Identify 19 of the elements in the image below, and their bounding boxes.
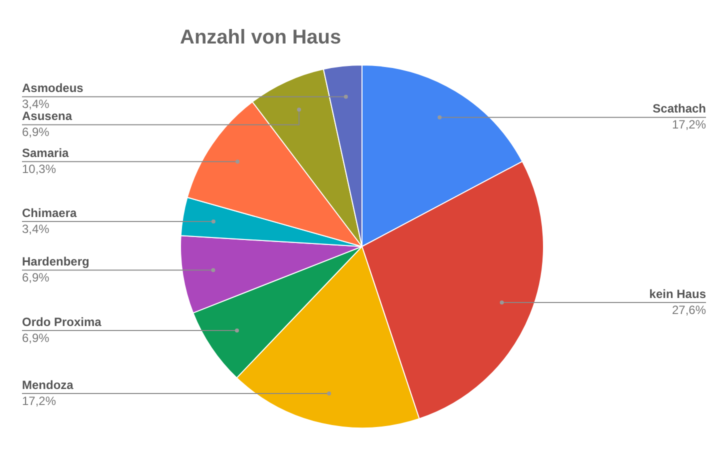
slice-label: Samaria: [22, 146, 70, 160]
data-label: 6,9%: [22, 330, 50, 345]
slice-label: Chimaera: [22, 206, 78, 220]
data-label: 3,4%: [22, 97, 50, 112]
data-label: 6,9%: [22, 270, 50, 284]
slice-label: kein Haus: [649, 286, 706, 301]
slice-label: Ordo Proxima: [22, 314, 102, 329]
data-label: 10,3%: [22, 162, 56, 176]
slice-label: Hardenberg: [22, 254, 90, 268]
slice-label: Asmodeus: [22, 81, 84, 96]
data-label: 27,6%: [672, 302, 706, 317]
data-label: 3,4%: [22, 222, 50, 236]
slice-label: Mendoza: [22, 378, 74, 392]
slice-label: Asusena: [22, 109, 72, 124]
data-label: 17,2%: [672, 118, 706, 132]
data-label: 6,9%: [22, 125, 50, 140]
chart-title: Anzahl von Haus: [180, 26, 342, 49]
data-label: 17,2%: [22, 394, 56, 408]
slice-label: Scathach: [652, 102, 706, 116]
